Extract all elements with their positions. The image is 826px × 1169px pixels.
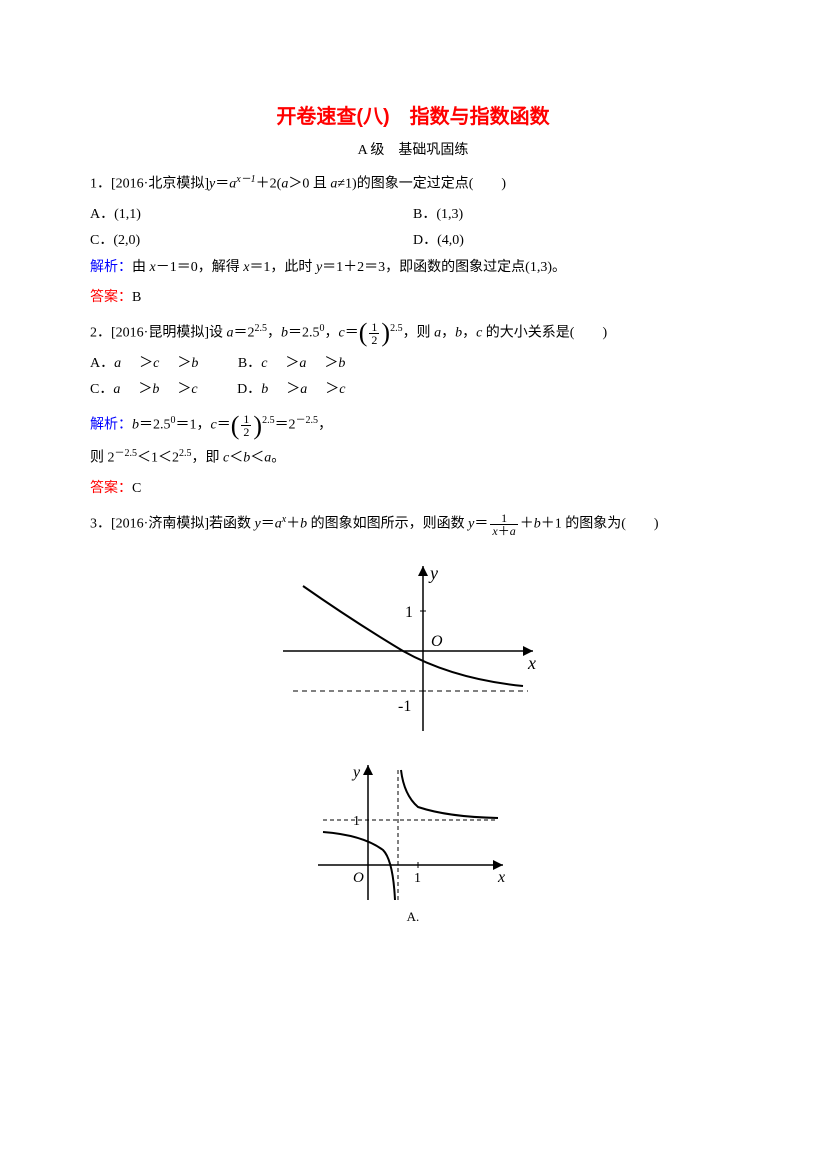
q3-stem: 3．[2016·济南模拟]若函数 y＝ax＋b 的图象如图所示，则函数 y＝1x…	[90, 511, 736, 537]
q1-options-row2: C．(2,0) D．(4,0)	[90, 229, 736, 249]
q2-optB: B．c＞a＞b	[238, 356, 364, 371]
q1-optD: D．(4,0)	[413, 229, 736, 249]
analysis-label: 解析：	[90, 418, 132, 433]
q2-analysis-1: 解析：b＝2.50＝1，c＝(12)2.5＝2－2.5，	[90, 412, 736, 438]
page-container: 开卷速查(八) 指数与指数函数 A 级 基础巩固练 1．[2016·北京模拟]y…	[0, 0, 826, 985]
q2-optD: D．b＞a＞c	[237, 382, 363, 397]
graphA-x-label: x	[497, 869, 505, 886]
graph-1-svg: y x O 1 -1	[273, 551, 553, 741]
analysis-label: 解析：	[90, 260, 132, 275]
graph1-origin: O	[431, 633, 443, 650]
half-fraction: (12)	[359, 320, 390, 346]
answer-label: 答案：	[90, 290, 132, 305]
q2-answer-value: C	[132, 481, 141, 496]
q3-fraction: 1x＋a	[490, 512, 517, 537]
q3-prefix: 3．[2016·济南模拟]若函数	[90, 516, 255, 531]
q3-graph-main: y x O 1 -1	[90, 551, 736, 741]
graph-A-svg: y x O 1 1	[308, 755, 518, 905]
q1-answer-value: B	[132, 290, 141, 305]
q1-prefix: 1．[2016·北京模拟]	[90, 177, 209, 192]
graphA-y-label: y	[351, 764, 361, 781]
graphA-ytick-1: 1	[353, 814, 360, 829]
q2-prefix: 2．[2016·昆明模拟]设	[90, 326, 227, 341]
q3-graph-optA: y x O 1 1 A.	[90, 755, 736, 925]
half-fraction: (12)	[231, 413, 262, 439]
q1-optC: C．(2,0)	[90, 229, 413, 249]
q2-answer: 答案：C	[90, 477, 736, 497]
q2-options-row2: C．a＞b＞c D．b＞a＞c	[90, 378, 736, 398]
graphA-origin: O	[353, 870, 364, 886]
graphA-xtick-1: 1	[414, 871, 421, 886]
q2-analysis-2: 则 2－2.5＜1＜22.5，即 c＜b＜a。	[90, 445, 736, 471]
page-title: 开卷速查(八) 指数与指数函数	[90, 100, 736, 129]
q2-options-row1: A．a＞c＞b B．c＞a＞b	[90, 352, 736, 372]
q1-optA: A．(1,1)	[90, 203, 413, 223]
graph1-x-label: x	[527, 653, 536, 673]
q1-optB: B．(1,3)	[413, 203, 736, 223]
q1-options-row1: A．(1,1) B．(1,3)	[90, 203, 736, 223]
q3-optA-label: A.	[90, 909, 736, 925]
q1-answer: 答案：B	[90, 286, 736, 306]
q1-stem: 1．[2016·北京模拟]y＝ax－1＋2(a＞0 且 a≠1)的图象一定过定点…	[90, 171, 736, 197]
page-subtitle: A 级 基础巩固练	[90, 139, 736, 159]
q2-stem: 2．[2016·昆明模拟]设 a＝22.5，b＝2.50，c＝(12)2.5，则…	[90, 320, 736, 346]
q2-optC: C．a＞b＞c	[90, 382, 216, 397]
answer-label: 答案：	[90, 481, 132, 496]
graph1-y-label: y	[428, 563, 438, 583]
q2-optA: A．a＞c＞b	[90, 356, 216, 371]
q1-analysis: 解析：由 x－1＝0，解得 x＝1，此时 y＝1＋2＝3，即函数的图象过定点(1…	[90, 255, 736, 280]
graph1-tick-1: 1	[405, 604, 413, 621]
graph1-tick-neg1: -1	[398, 698, 411, 715]
